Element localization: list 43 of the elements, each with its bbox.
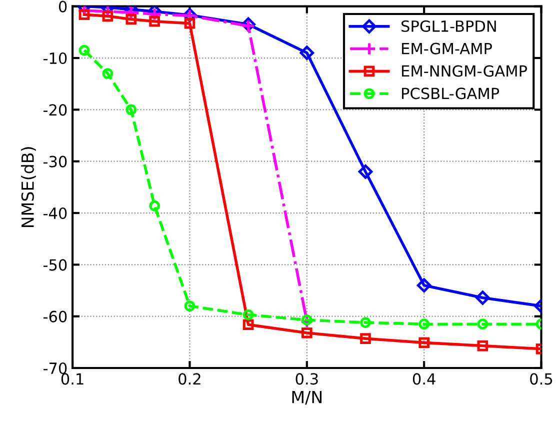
y-tick-label: -70 [43, 362, 67, 374]
point [102, 68, 114, 79]
point [78, 9, 90, 20]
y-tick-label: -40 [43, 207, 67, 220]
legend-label: PCSBL-GAMP [402, 88, 500, 100]
point [242, 309, 254, 320]
point [360, 317, 371, 328]
point [477, 340, 488, 352]
point [242, 319, 254, 330]
point [418, 337, 430, 348]
y-tick-label: -50 [43, 259, 67, 271]
y-tick-label: -20 [43, 104, 67, 116]
x-tick-label: 0.1 [61, 373, 84, 385]
x-axis-title: M/N [292, 390, 322, 405]
x-tick-label: 0.3 [296, 373, 318, 385]
point [358, 164, 373, 179]
y-tick-label: -30 [43, 156, 67, 168]
point [184, 300, 196, 312]
x-tick-label: 0.2 [178, 373, 200, 385]
y-tick-label: -60 [43, 310, 67, 322]
point [78, 44, 90, 56]
point [301, 314, 312, 326]
point [477, 318, 488, 330]
point [416, 278, 432, 292]
x-tick-label: 0.5 [530, 373, 552, 385]
y-axis-title: NMSE(dB) [21, 147, 36, 228]
point [184, 18, 196, 29]
point [149, 16, 160, 27]
point [126, 104, 137, 116]
point [301, 327, 312, 338]
legend-label: EM-NNGM-GAMP [402, 65, 527, 77]
point [149, 200, 160, 212]
point [126, 14, 137, 25]
point [300, 46, 314, 60]
point [476, 290, 490, 305]
legend-label: SPGL1-BPDN [402, 20, 496, 32]
point [360, 333, 371, 344]
y-tick-label: -10 [43, 52, 67, 64]
x-tick-label: 0.4 [412, 373, 436, 385]
point [418, 318, 430, 330]
y-tick-label: 0 [58, 0, 67, 12]
legend-label: EM-GM-AMP [402, 42, 492, 54]
point [102, 10, 114, 22]
